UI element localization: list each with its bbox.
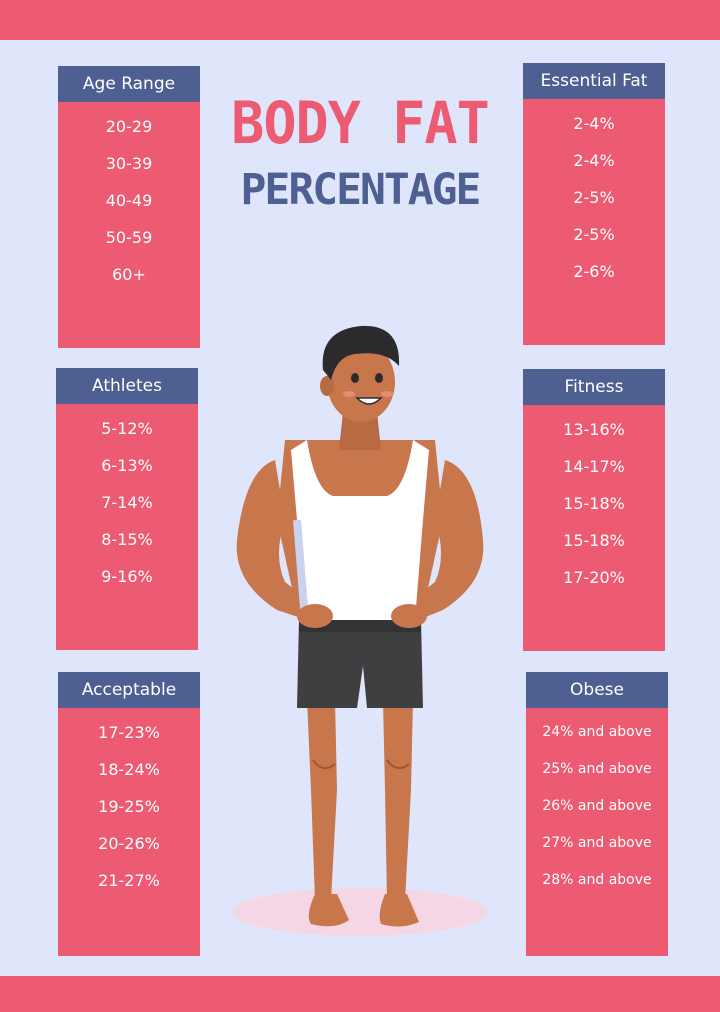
athletes-list: 5-12% 6-13% 7-14% 8-15% 9-16% bbox=[56, 404, 198, 595]
list-item: 28% and above bbox=[542, 872, 652, 888]
list-item: 5-12% bbox=[101, 419, 153, 438]
essential-fat-header: Essential Fat bbox=[523, 63, 665, 99]
essential-fat-card: Essential Fat 2-4% 2-4% 2-5% 2-5% 2-6% bbox=[523, 63, 665, 345]
obese-card: Obese 24% and above 25% and above 26% an… bbox=[526, 672, 668, 956]
list-item: 7-14% bbox=[101, 493, 153, 512]
list-item: 2-5% bbox=[573, 225, 615, 244]
man-in-tank-top-icon bbox=[232, 325, 488, 936]
list-item: 26% and above bbox=[542, 798, 652, 814]
list-item: 21-27% bbox=[98, 871, 160, 890]
age-range-list: 20-29 30-39 40-49 50-59 60+ bbox=[58, 102, 200, 293]
title-line-1: BODY FAT bbox=[231, 89, 490, 157]
acceptable-card: Acceptable 17-23% 18-24% 19-25% 20-26% 2… bbox=[58, 672, 200, 956]
list-item: 14-17% bbox=[563, 457, 625, 476]
list-item: 20-29 bbox=[105, 117, 153, 136]
fitness-list: 13-16% 14-17% 15-18% 15-18% 17-20% bbox=[523, 405, 665, 596]
acceptable-header: Acceptable bbox=[58, 672, 200, 708]
list-item: 15-18% bbox=[563, 531, 625, 550]
list-item: 2-5% bbox=[573, 188, 615, 207]
list-item: 13-16% bbox=[563, 420, 625, 439]
list-item: 24% and above bbox=[542, 724, 652, 740]
obese-list: 24% and above 25% and above 26% and abov… bbox=[526, 708, 668, 899]
bottom-banner-bar bbox=[0, 976, 720, 1012]
acceptable-list: 17-23% 18-24% 19-25% 20-26% 21-27% bbox=[58, 708, 200, 899]
list-item: 18-24% bbox=[98, 760, 160, 779]
list-item: 25% and above bbox=[542, 761, 652, 777]
list-item: 40-49 bbox=[105, 191, 153, 210]
list-item: 60+ bbox=[112, 265, 146, 284]
list-item: 50-59 bbox=[105, 228, 153, 247]
top-banner-bar bbox=[0, 0, 720, 40]
title-line-2: PERCENTAGE bbox=[240, 165, 482, 215]
list-item: 2-6% bbox=[573, 262, 615, 281]
age-range-card: Age Range 20-29 30-39 40-49 50-59 60+ bbox=[58, 66, 200, 348]
list-item: 2-4% bbox=[573, 114, 615, 133]
list-item: 17-23% bbox=[98, 723, 160, 742]
obese-header: Obese bbox=[526, 672, 668, 708]
list-item: 27% and above bbox=[542, 835, 652, 851]
list-item: 9-16% bbox=[101, 567, 153, 586]
list-item: 17-20% bbox=[563, 568, 625, 587]
list-item: 8-15% bbox=[101, 530, 153, 549]
fitness-card: Fitness 13-16% 14-17% 15-18% 15-18% 17-2… bbox=[523, 369, 665, 651]
athletes-header: Athletes bbox=[56, 368, 198, 404]
fitness-header: Fitness bbox=[523, 369, 665, 405]
list-item: 15-18% bbox=[563, 494, 625, 513]
age-range-header: Age Range bbox=[58, 66, 200, 102]
list-item: 30-39 bbox=[105, 154, 153, 173]
list-item: 6-13% bbox=[101, 456, 153, 475]
essential-fat-list: 2-4% 2-4% 2-5% 2-5% 2-6% bbox=[523, 99, 665, 290]
list-item: 2-4% bbox=[573, 151, 615, 170]
list-item: 19-25% bbox=[98, 797, 160, 816]
page-title: BODY FAT PERCENTAGE bbox=[210, 86, 510, 220]
athletes-card: Athletes 5-12% 6-13% 7-14% 8-15% 9-16% bbox=[56, 368, 198, 650]
list-item: 20-26% bbox=[98, 834, 160, 853]
